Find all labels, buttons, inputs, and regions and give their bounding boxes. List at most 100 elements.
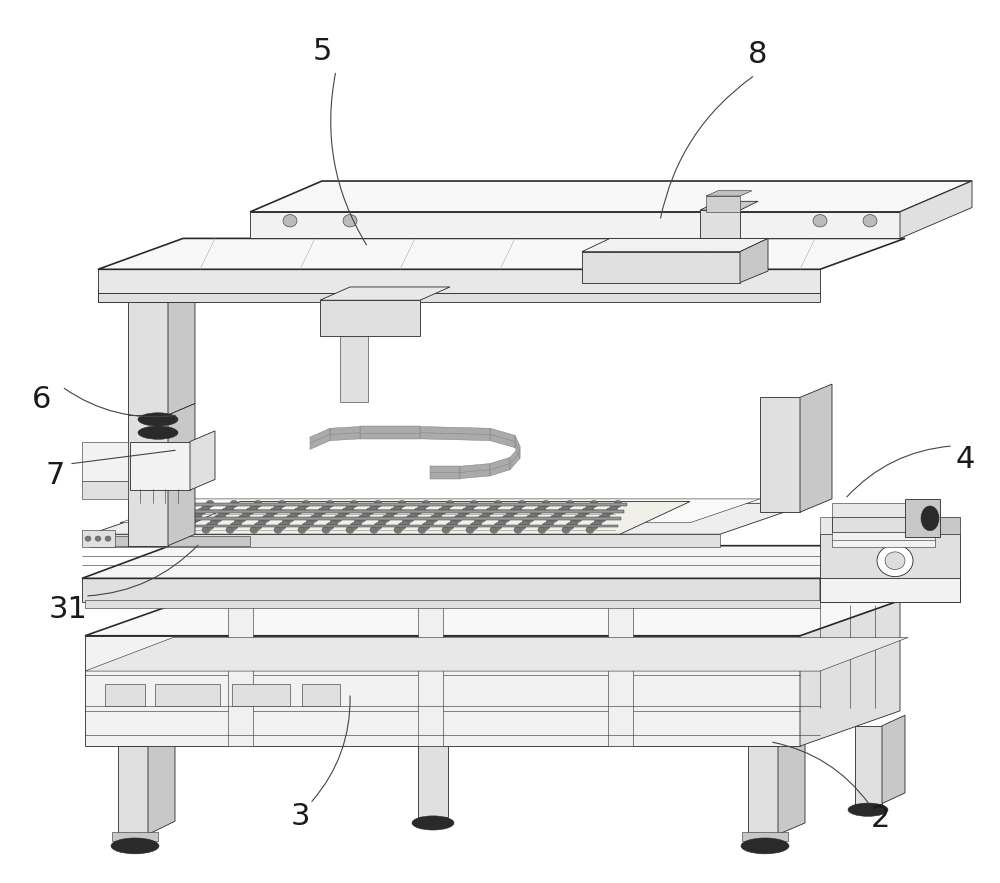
Circle shape [510, 508, 518, 515]
Circle shape [298, 504, 306, 511]
Polygon shape [608, 602, 633, 746]
Circle shape [274, 526, 282, 533]
Circle shape [586, 526, 594, 533]
Circle shape [542, 501, 550, 508]
Circle shape [202, 526, 210, 533]
Polygon shape [85, 636, 800, 746]
Polygon shape [85, 638, 908, 671]
Circle shape [294, 508, 302, 515]
Circle shape [358, 515, 366, 522]
Circle shape [538, 504, 546, 511]
Circle shape [506, 511, 514, 518]
Circle shape [562, 504, 570, 511]
Circle shape [486, 508, 494, 515]
Polygon shape [742, 832, 788, 841]
Polygon shape [187, 503, 627, 506]
Polygon shape [98, 238, 905, 269]
Circle shape [326, 501, 334, 508]
Polygon shape [340, 293, 368, 402]
Circle shape [322, 504, 330, 511]
Polygon shape [310, 428, 330, 449]
Ellipse shape [111, 838, 159, 854]
Text: 3: 3 [290, 803, 310, 831]
Circle shape [194, 511, 202, 518]
Circle shape [446, 523, 454, 530]
Circle shape [85, 536, 91, 541]
Polygon shape [82, 442, 128, 481]
Circle shape [418, 526, 426, 533]
Circle shape [266, 511, 274, 518]
Circle shape [290, 511, 298, 518]
Circle shape [462, 508, 470, 515]
Text: 31: 31 [49, 595, 87, 623]
Circle shape [246, 508, 254, 515]
Circle shape [230, 501, 238, 508]
Circle shape [514, 504, 522, 511]
Polygon shape [490, 457, 510, 476]
Circle shape [270, 508, 278, 515]
Polygon shape [330, 426, 360, 441]
Circle shape [342, 508, 350, 515]
Circle shape [226, 504, 234, 511]
Circle shape [454, 515, 462, 522]
Polygon shape [855, 726, 882, 804]
Circle shape [518, 523, 526, 530]
Circle shape [442, 504, 450, 511]
Circle shape [350, 501, 358, 508]
Polygon shape [740, 238, 768, 283]
Circle shape [390, 508, 398, 515]
Circle shape [566, 523, 574, 530]
Circle shape [474, 519, 482, 526]
Circle shape [262, 515, 270, 522]
Circle shape [370, 504, 378, 511]
Polygon shape [700, 201, 758, 210]
Circle shape [422, 501, 430, 508]
Circle shape [386, 511, 394, 518]
Polygon shape [82, 546, 908, 578]
Polygon shape [748, 746, 778, 834]
Circle shape [258, 519, 266, 526]
Polygon shape [820, 534, 960, 602]
Circle shape [343, 215, 357, 227]
Circle shape [586, 504, 594, 511]
Polygon shape [460, 464, 490, 479]
Circle shape [95, 536, 101, 541]
Polygon shape [320, 300, 420, 336]
Circle shape [594, 519, 602, 526]
Circle shape [438, 508, 446, 515]
Polygon shape [82, 578, 820, 602]
Circle shape [490, 504, 498, 511]
Circle shape [105, 536, 111, 541]
Circle shape [254, 501, 262, 508]
Circle shape [877, 545, 913, 577]
Circle shape [318, 508, 326, 515]
Circle shape [466, 504, 474, 511]
Polygon shape [582, 252, 740, 283]
Polygon shape [706, 196, 740, 212]
Circle shape [350, 523, 358, 530]
Polygon shape [882, 715, 905, 804]
Ellipse shape [741, 838, 789, 854]
Circle shape [863, 215, 877, 227]
Polygon shape [510, 446, 520, 470]
Polygon shape [832, 503, 935, 517]
Circle shape [574, 515, 582, 522]
Polygon shape [760, 397, 800, 512]
Circle shape [186, 519, 194, 526]
Polygon shape [900, 181, 972, 238]
Polygon shape [82, 481, 128, 499]
Circle shape [566, 501, 574, 508]
Text: 5: 5 [312, 37, 332, 65]
Polygon shape [490, 428, 515, 448]
Circle shape [182, 523, 190, 530]
Circle shape [430, 515, 438, 522]
Circle shape [242, 511, 250, 518]
Polygon shape [112, 832, 158, 841]
Polygon shape [515, 435, 520, 458]
Polygon shape [905, 499, 940, 537]
Circle shape [418, 504, 426, 511]
Polygon shape [420, 426, 490, 441]
Polygon shape [98, 290, 200, 302]
Circle shape [434, 511, 442, 518]
Circle shape [382, 515, 390, 522]
